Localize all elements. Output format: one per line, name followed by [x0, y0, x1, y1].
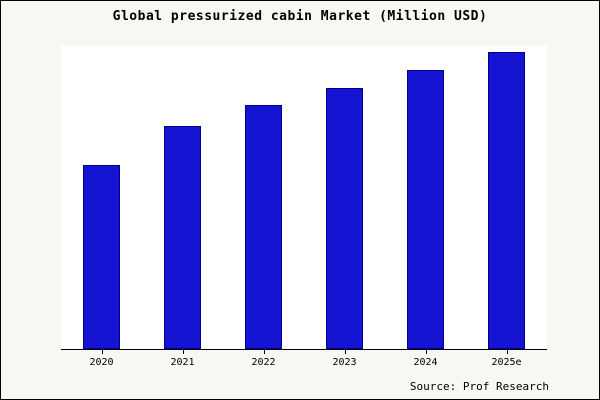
bar-column	[385, 46, 466, 349]
x-axis-labels: 2020 2021 2022 2023 2024 2025e	[61, 350, 547, 368]
x-tick-label-2022: 2022	[223, 350, 304, 368]
x-tick-label-2021: 2021	[142, 350, 223, 368]
bar-column	[61, 46, 142, 349]
x-tick-label-2024: 2024	[385, 350, 466, 368]
source-note: Source: Prof Research	[409, 380, 549, 393]
bar-2022	[245, 105, 282, 349]
bar-column	[466, 46, 547, 349]
x-tick-label-2025e: 2025e	[466, 350, 547, 368]
bar-column	[223, 46, 304, 349]
bar-2020	[83, 164, 120, 349]
bar-column	[304, 46, 385, 349]
bar-2024	[407, 69, 444, 349]
bars	[61, 46, 547, 349]
bar-2021	[164, 126, 201, 349]
chart-title: Global pressurized cabin Market (Million…	[112, 9, 488, 24]
bar-2025e	[488, 51, 525, 349]
bar-2023	[326, 87, 363, 349]
x-tick-label-2023: 2023	[304, 350, 385, 368]
plot-area	[61, 46, 547, 350]
x-tick-label-2020: 2020	[61, 350, 142, 368]
bar-column	[142, 46, 223, 349]
